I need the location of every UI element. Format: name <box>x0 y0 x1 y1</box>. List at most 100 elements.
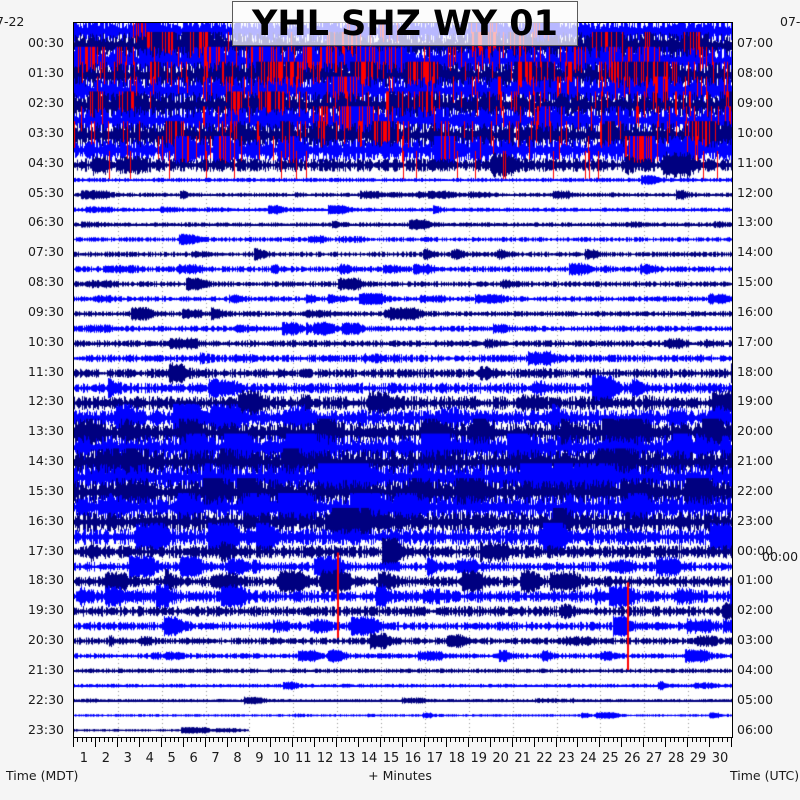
x-tick <box>262 738 263 742</box>
x-tick <box>170 738 171 742</box>
x-tick <box>678 738 679 742</box>
x-tick <box>630 738 631 742</box>
x-tick <box>191 738 192 742</box>
x-tick <box>713 738 714 742</box>
x-tick <box>213 738 214 742</box>
x-tick <box>626 738 627 742</box>
x-tick <box>99 738 100 742</box>
x-tick <box>305 738 306 742</box>
left-time-label: 10:30 <box>27 333 64 349</box>
x-tick <box>384 738 385 742</box>
x-tick <box>613 738 614 742</box>
date-label-midnight: 00:00 07-23 <box>762 549 800 564</box>
x-tick <box>674 738 675 742</box>
x-tick <box>358 738 359 747</box>
x-tick <box>108 738 109 742</box>
x-tick-label: 7 <box>211 751 220 766</box>
right-time-label: 09:00 <box>737 95 774 111</box>
right-time-label: 00:00 <box>737 542 774 558</box>
x-tick <box>415 738 416 742</box>
x-tick-label: 2 <box>101 751 110 766</box>
x-tick <box>218 738 219 742</box>
right-time-label: 17:00 <box>737 333 774 349</box>
right-time-label: 16:00 <box>737 303 774 319</box>
x-tick <box>240 738 241 742</box>
x-tick-label: 24 <box>580 751 597 766</box>
x-tick-label: 20 <box>492 751 509 766</box>
x-tick <box>661 738 662 742</box>
x-tick <box>450 738 451 742</box>
x-tick <box>327 738 328 742</box>
left-time-label: 15:30 <box>27 482 64 498</box>
x-tick <box>411 738 412 742</box>
x-tick <box>319 738 320 742</box>
x-tick <box>332 738 333 742</box>
x-tick <box>534 738 535 747</box>
x-tick <box>477 738 478 742</box>
x-tick <box>134 738 135 742</box>
x-tick <box>446 738 447 747</box>
left-time-label: 14:30 <box>27 453 64 469</box>
x-tick <box>648 738 649 742</box>
x-tick <box>621 738 622 747</box>
left-time-label: 07:30 <box>27 244 64 260</box>
x-tick <box>73 738 74 747</box>
x-tick-label: 27 <box>645 751 663 766</box>
right-time-label: 04:00 <box>737 661 774 677</box>
x-tick <box>380 738 381 747</box>
x-tick <box>275 738 276 742</box>
x-tick <box>152 738 153 742</box>
x-tick <box>481 738 482 742</box>
right-time-label: 03:00 <box>737 632 774 648</box>
x-tick <box>428 738 429 742</box>
left-time-label: 21:30 <box>27 661 64 677</box>
right-time-label: 20:00 <box>737 423 774 439</box>
x-tick-label: 12 <box>316 751 334 766</box>
x-tick <box>253 738 254 742</box>
left-time-label: 18:30 <box>27 572 64 588</box>
x-tick-label: 6 <box>189 751 198 766</box>
x-tick <box>709 738 710 747</box>
x-tick-label: 4 <box>145 751 154 766</box>
left-time-label: 05:30 <box>27 184 64 200</box>
x-tick <box>634 738 635 742</box>
right-time-label: 23:00 <box>737 512 774 528</box>
x-tick-label: 18 <box>448 751 466 766</box>
x-tick <box>507 738 508 742</box>
x-tick <box>608 738 609 742</box>
x-tick <box>424 738 425 747</box>
x-tick <box>529 738 530 742</box>
x-tick <box>200 738 201 742</box>
x-tick <box>354 738 355 742</box>
x-tick-label: 13 <box>338 751 356 766</box>
x-tick <box>538 738 539 742</box>
x-tick <box>86 738 87 742</box>
x-tick <box>222 738 223 742</box>
x-tick <box>183 738 184 747</box>
x-tick <box>582 738 583 742</box>
x-tick <box>257 738 258 742</box>
x-tick <box>231 738 232 742</box>
right-time-label: 11:00 <box>737 154 774 170</box>
left-time-label: 13:30 <box>27 423 64 439</box>
x-tick <box>77 738 78 742</box>
x-tick <box>227 738 228 747</box>
x-tick <box>722 738 723 742</box>
seismogram-plot-area <box>73 22 733 738</box>
x-tick-label: 21 <box>514 751 531 766</box>
left-time-label: 09:30 <box>27 303 64 319</box>
x-tick <box>284 738 285 742</box>
left-time-label: 22:30 <box>27 691 64 707</box>
left-time-label: 08:30 <box>27 274 64 290</box>
x-tick <box>301 738 302 742</box>
x-tick <box>406 738 407 742</box>
x-tick <box>687 738 688 747</box>
x-tick <box>512 738 513 747</box>
x-tick <box>363 738 364 742</box>
x-tick <box>718 738 719 742</box>
x-tick <box>599 738 600 747</box>
left-time-label: 12:30 <box>27 393 64 409</box>
x-tick <box>371 738 372 742</box>
x-tick <box>292 738 293 747</box>
x-tick-label: 28 <box>667 751 685 766</box>
